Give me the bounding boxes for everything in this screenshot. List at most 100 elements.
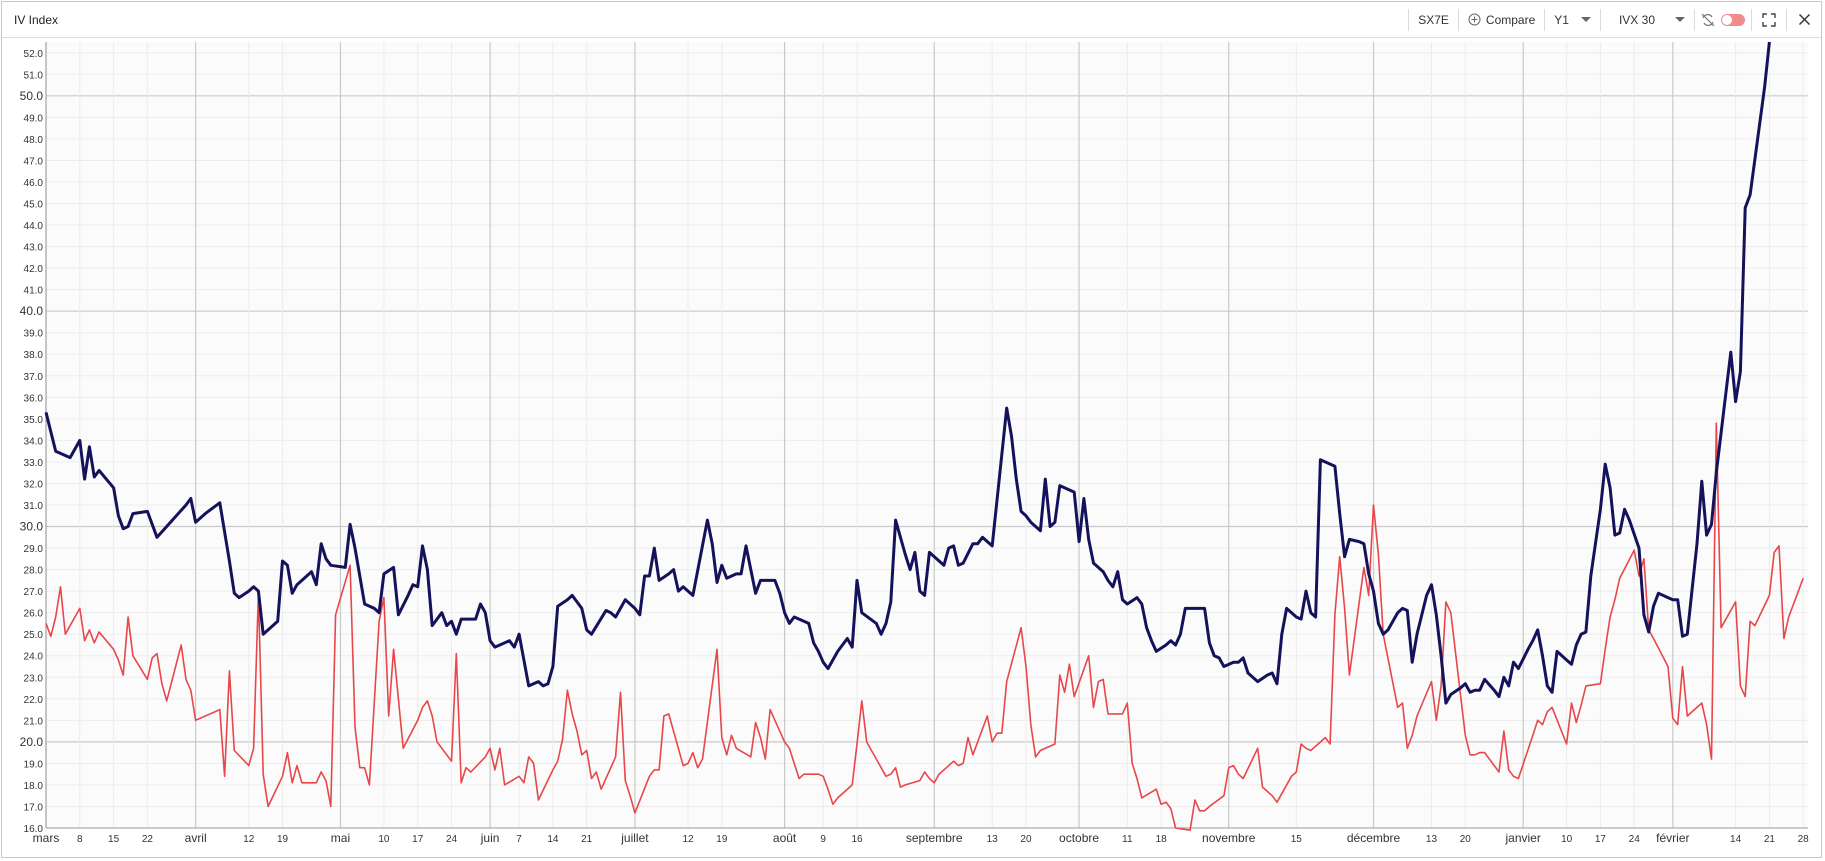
compare-label: Compare (1485, 12, 1536, 27)
chevron-down-icon (1580, 17, 1591, 22)
x-tick-label: 8 (77, 834, 83, 845)
close-button[interactable] (1787, 8, 1821, 32)
y-tick-label: 44.0 (24, 221, 44, 232)
window-header: IV Index SX7E Compare Y1 I (2, 2, 1821, 38)
x-tick-label: 14 (1730, 834, 1742, 845)
y-tick-label: 22.0 (24, 695, 44, 706)
x-tick-label: 21 (1764, 834, 1776, 845)
y-tick-label: 24.0 (24, 652, 44, 663)
toolbar-divider (1751, 8, 1752, 31)
x-tick-label: 20 (1460, 834, 1472, 845)
x-tick-label: septembre (906, 831, 963, 845)
y-tick-label: 35.0 (24, 415, 44, 426)
x-tick-label: 22 (142, 834, 154, 845)
y-tick-label: 21.0 (24, 716, 44, 727)
y-tick-label: 50.0 (20, 89, 44, 103)
x-tick-label: 16 (851, 834, 863, 845)
x-tick-label: février (1656, 831, 1689, 845)
y-tick-label: 30.0 (20, 520, 44, 534)
sync-toggle[interactable] (1695, 8, 1751, 32)
y-tick-label: 20.0 (20, 735, 44, 749)
x-tick-label: 24 (446, 834, 458, 845)
y-tick-label: 37.0 (24, 372, 44, 383)
period-label: Y1 (1554, 12, 1569, 27)
x-tick-label: novembre (1202, 831, 1256, 845)
y-tick-label: 48.0 (24, 135, 44, 146)
y-tick-label: 42.0 (24, 264, 44, 275)
y-tick-label: 32.0 (24, 479, 44, 490)
symbol-selector[interactable]: SX7E (1409, 8, 1458, 32)
toolbar: SX7E Compare Y1 IVX 30 (1408, 2, 1821, 37)
x-tick-label: octobre (1059, 831, 1099, 845)
y-tick-label: 46.0 (24, 178, 44, 189)
y-tick-label: 31.0 (24, 501, 44, 512)
x-tick-label: avril (185, 831, 207, 845)
toggle-icon[interactable] (1721, 13, 1745, 26)
toolbar-divider (1544, 8, 1546, 31)
x-tick-label: janvier (1505, 831, 1541, 845)
y-tick-label: 27.0 (24, 587, 44, 598)
series-lines (44, 41, 1804, 831)
x-tick-label: 11 (1122, 834, 1133, 845)
toolbar-divider (1457, 8, 1459, 31)
x-tick-label: 21 (581, 834, 593, 845)
y-tick-label: 16.0 (24, 824, 44, 835)
plot-background (46, 42, 1808, 828)
y-tick-label: 40.0 (20, 304, 44, 318)
x-tick-label: 10 (1561, 834, 1573, 845)
y-tick-label: 28.0 (24, 566, 44, 577)
compare-button[interactable]: Compare (1459, 8, 1544, 32)
y-tick-label: 51.0 (24, 70, 44, 81)
y-tick-label: 41.0 (24, 286, 44, 297)
window-title: IV Index (14, 13, 59, 27)
x-tick-label: 20 (1020, 834, 1032, 845)
y-tick-label: 52.0 (24, 49, 44, 60)
y-tick-label: 23.0 (24, 673, 44, 684)
grid (45, 42, 1808, 829)
x-axis: mars 8 15 22 avril 12 19 mai 10 17 24 juin 7 14 21 juil… (33, 827, 1810, 845)
metric-dropdown[interactable]: IVX 30 (1601, 8, 1694, 32)
iv-chart[interactable]: 16.0 17.0 18.0 19.0 20.0 21.0 22.0 23.0 24.0 25.0… (2, 38, 1821, 858)
y-tick-label: 39.0 (24, 329, 44, 340)
y-tick-label: 19.0 (24, 759, 44, 770)
x-tick-label: décembre (1347, 831, 1401, 845)
y-tick-label: 36.0 (24, 393, 44, 404)
x-tick-label: juin (480, 831, 500, 845)
x-tick-label: 13 (1426, 834, 1438, 845)
x-tick-label: 7 (516, 834, 522, 845)
toolbar-divider (1408, 8, 1410, 31)
y-tick-label: 38.0 (24, 350, 44, 361)
fullscreen-button[interactable] (1752, 8, 1786, 32)
y-tick-label: 26.0 (24, 609, 44, 620)
fullscreen-icon (1762, 12, 1776, 27)
x-tick-label: mars (33, 831, 60, 845)
y-axis: 16.0 17.0 18.0 19.0 20.0 21.0 22.0 23.0 24.0 25.0… (20, 42, 47, 835)
close-icon (1798, 14, 1810, 25)
y-tick-label: 33.0 (24, 458, 44, 469)
sync-off-icon (1701, 13, 1715, 26)
secondary-series-line (45, 422, 1804, 831)
x-tick-label: 19 (277, 834, 289, 845)
plus-circle-icon (1468, 13, 1481, 26)
y-tick-label: 45.0 (24, 200, 44, 211)
y-tick-label: 49.0 (24, 113, 44, 124)
x-tick-label: août (773, 831, 797, 845)
x-tick-label: 24 (1629, 834, 1641, 845)
x-tick-label: 17 (1595, 834, 1607, 845)
toolbar-divider (1694, 8, 1695, 31)
x-tick-label: 19 (716, 834, 728, 845)
y-tick-label: 18.0 (24, 781, 44, 792)
x-tick-label: 9 (820, 834, 826, 845)
period-dropdown[interactable]: Y1 (1545, 8, 1600, 32)
x-tick-label: mai (331, 831, 350, 845)
x-tick-label: 15 (1291, 834, 1303, 845)
x-tick-label: 28 (1798, 834, 1810, 845)
y-tick-label: 34.0 (24, 436, 44, 447)
x-tick-label: 17 (412, 834, 424, 845)
y-tick-label: 47.0 (24, 156, 44, 167)
metric-label: IVX 30 (1618, 12, 1655, 27)
x-tick-label: 18 (1156, 834, 1168, 845)
y-tick-label: 43.0 (24, 243, 44, 254)
chevron-down-icon (1675, 17, 1685, 22)
